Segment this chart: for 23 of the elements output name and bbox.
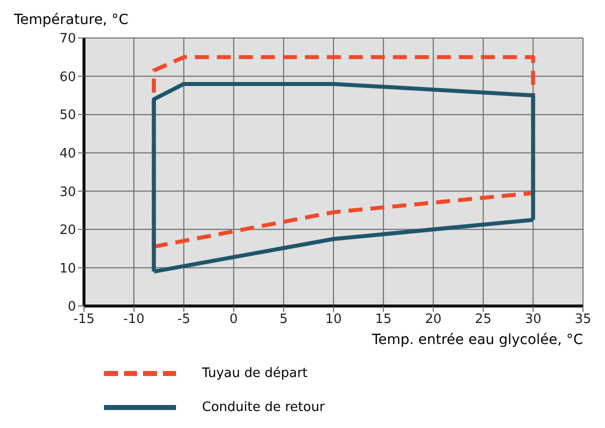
y-tick-label: 30	[59, 184, 76, 200]
y-axis-title: Température, °C	[14, 12, 128, 28]
legend-label: Conduite de retour	[202, 400, 325, 414]
x-tick-label: 30	[524, 312, 542, 328]
y-tick-label: 70	[59, 32, 76, 47]
y-tick-label: 50	[59, 108, 76, 124]
x-tick-label: 0	[230, 312, 238, 328]
y-tick-label: 10	[59, 261, 76, 276]
x-tick-label: 10	[325, 312, 342, 328]
x-axis-title: Temp. entrée eau glycolée, °C	[372, 332, 583, 348]
x-tick-label: 15	[375, 312, 392, 328]
legend-label: Tuyau de départ	[202, 366, 308, 380]
x-tick-label: 20	[425, 312, 442, 328]
y-tick-label: 0	[68, 300, 76, 315]
y-tick-label: 60	[59, 70, 76, 85]
x-tick-label: -10	[123, 312, 145, 328]
x-tick-label: -5	[177, 312, 190, 328]
x-tick-label: 5	[279, 312, 288, 328]
y-tick-label: 40	[59, 146, 76, 162]
x-tick-label: 25	[474, 312, 492, 328]
x-tick-label: 35	[574, 312, 592, 328]
x-tick-label: -15	[73, 312, 95, 328]
y-tick-label: 20	[59, 223, 76, 238]
